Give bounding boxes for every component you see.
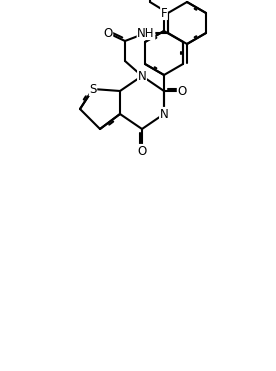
Text: O: O [137,144,147,158]
Text: F: F [161,7,167,20]
Text: O: O [177,85,187,98]
Text: S: S [89,82,97,95]
Text: N: N [138,69,146,82]
Text: O: O [104,26,113,39]
Text: NH: NH [137,26,155,39]
Text: N: N [160,108,168,121]
